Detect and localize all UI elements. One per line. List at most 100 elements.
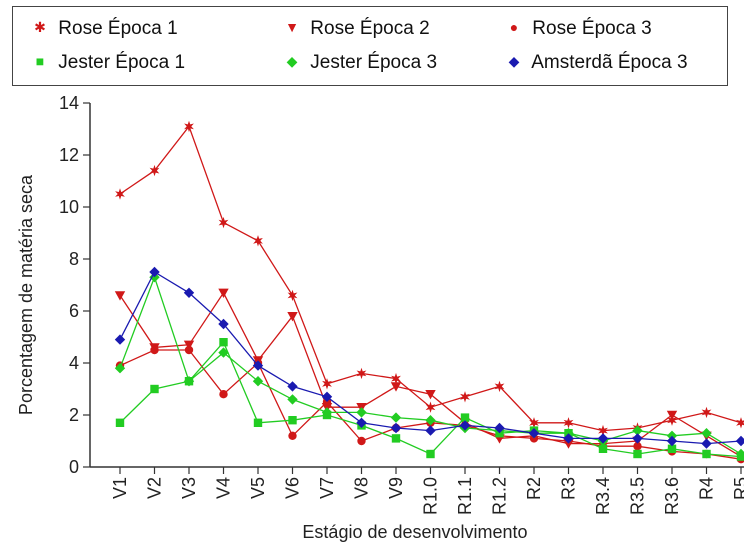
data-point <box>287 289 298 302</box>
data-point <box>252 360 264 371</box>
legend-item-jester-epoca-3: ◆ Jester Época 3 <box>279 49 437 75</box>
data-point <box>253 418 263 427</box>
x-tick-label: V9 <box>386 477 406 499</box>
y-tick-label: 6 <box>69 301 79 321</box>
y-tick-label: 2 <box>69 405 79 425</box>
x-tick-label: R3 <box>559 477 579 500</box>
star-marker-icon: ✱ <box>34 19 46 35</box>
data-point <box>287 381 298 392</box>
data-point <box>356 407 367 418</box>
circle-marker-icon: ● <box>509 19 519 35</box>
x-tick-label: R1.2 <box>490 477 510 515</box>
data-point <box>494 422 505 434</box>
data-point <box>150 384 159 394</box>
x-tick-label: V8 <box>352 477 372 499</box>
x-tick-label: V3 <box>179 477 199 499</box>
data-point <box>183 340 195 350</box>
data-point <box>528 428 540 439</box>
y-tick-label: 12 <box>59 145 79 165</box>
data-point <box>425 401 436 413</box>
legend-item-rose-epoca-1: ✱ Rose Época 1 <box>27 15 178 41</box>
legend-label: Amsterdã Época 3 <box>531 52 688 73</box>
x-tick-label: V7 <box>317 477 337 499</box>
data-point <box>219 338 228 347</box>
y-axis-title: Porcentagem de matéria seca <box>16 174 36 415</box>
data-point <box>563 433 574 444</box>
data-point <box>218 318 229 330</box>
y-tick-label: 14 <box>59 93 79 113</box>
square-marker-icon: ■ <box>35 53 45 69</box>
data-point <box>667 444 677 453</box>
data-point <box>114 334 126 345</box>
legend: ✱ Rose Época 1 ▼ Rose Época 2 ● Rose Épo… <box>12 6 728 86</box>
data-point <box>114 363 126 374</box>
data-point <box>218 347 229 358</box>
data-point <box>390 422 402 434</box>
data-point <box>321 391 333 402</box>
y-tick-label: 4 <box>69 353 79 373</box>
y-tick-label: 10 <box>59 197 79 217</box>
data-point <box>460 391 470 403</box>
data-point <box>598 424 608 437</box>
data-point <box>597 433 609 444</box>
legend-item-rose-epoca-3: ● Rose Época 3 <box>501 15 652 41</box>
series-line <box>119 125 742 432</box>
data-point <box>632 425 643 436</box>
x-tick-label: R2 <box>524 477 544 500</box>
diamond-marker-icon: ◆ <box>508 53 520 69</box>
series-4 <box>115 338 744 461</box>
legend-item-rose-epoca-2: ▼ Rose Época 2 <box>279 15 430 41</box>
data-point <box>390 412 402 423</box>
legend-label: Jester Época 3 <box>310 52 438 73</box>
x-axis-title: Estágio de desenvolvimento <box>302 522 527 542</box>
data-point <box>598 444 608 453</box>
data-point <box>356 417 367 428</box>
x-tick-label: V1 <box>110 477 130 499</box>
x-tick-label: R1.1 <box>455 477 475 515</box>
x-tick-label: V4 <box>214 477 234 499</box>
data-point <box>287 312 298 322</box>
plot-area: 0 2 4 6 8 10 12 14 V1 V2 V3 V4 V5 V6 V7 V8 V9 R1.0 R1.1 R1.… <box>16 93 744 542</box>
data-point <box>735 448 744 460</box>
legend-label: Rose Época 1 <box>58 18 178 39</box>
data-point <box>253 235 263 247</box>
data-point <box>736 417 744 429</box>
data-point <box>666 410 678 421</box>
data-point <box>391 434 401 443</box>
data-point <box>702 449 711 459</box>
data-point <box>425 415 436 426</box>
data-point <box>149 164 160 177</box>
series-1 <box>115 120 744 437</box>
data-point <box>115 418 125 427</box>
data-point <box>288 416 297 425</box>
data-point <box>529 417 539 429</box>
data-point <box>252 376 264 387</box>
data-point <box>357 436 366 446</box>
x-tick-label: R3.6 <box>662 477 682 515</box>
data-point <box>184 345 194 355</box>
x-tick-label: V6 <box>283 477 303 499</box>
legend-label: Rose Época 3 <box>532 18 652 39</box>
data-point <box>633 442 642 451</box>
data-point <box>115 188 125 200</box>
data-point <box>701 406 712 419</box>
data-point <box>321 407 333 418</box>
data-point <box>150 345 159 355</box>
data-point <box>219 390 228 399</box>
y-tick-label: 0 <box>69 457 79 477</box>
data-point <box>701 438 712 449</box>
x-tick-label: V5 <box>248 477 268 499</box>
data-point <box>114 291 126 301</box>
data-point <box>288 431 297 440</box>
data-point <box>460 413 470 422</box>
x-tick-label: R1.0 <box>421 477 441 515</box>
legend-label: Rose Época 2 <box>310 18 430 39</box>
data-point <box>425 425 436 436</box>
data-point <box>633 449 642 459</box>
data-point <box>459 420 471 431</box>
data-point <box>218 216 229 229</box>
legend-item-amsterda-epoca-3: ◆ Amsterdã Época 3 <box>501 49 688 75</box>
diamond-marker-icon: ◆ <box>286 53 298 69</box>
data-point <box>666 435 678 447</box>
